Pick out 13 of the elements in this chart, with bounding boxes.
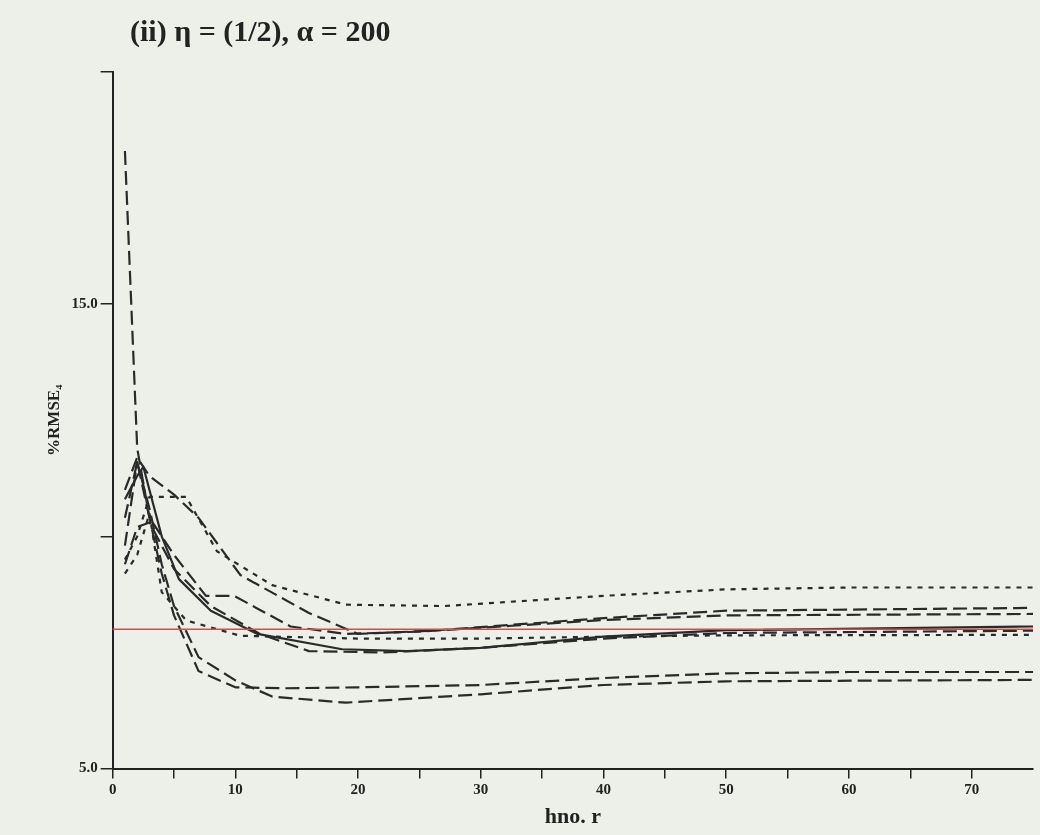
x-tick-label: 0 — [108, 781, 117, 798]
x-tick-label: 20 — [350, 781, 366, 798]
x-tick-label: 60 — [841, 781, 857, 798]
x-tick-label: 70 — [964, 781, 980, 798]
y-axis-title: %RMSE₄ — [43, 384, 63, 456]
x-tick-label: 50 — [718, 781, 734, 798]
y-tick-label: 15.0 — [71, 295, 98, 312]
chart-title: (ii) η = (1/2), α = 200 — [130, 14, 391, 48]
x-tick-label: 40 — [596, 781, 611, 798]
x-tick-label: 30 — [473, 781, 489, 798]
x-tick-label: 10 — [227, 781, 243, 798]
x-axis-title: hno. r — [544, 803, 602, 829]
y-tick-label: 5.0 — [78, 759, 98, 776]
